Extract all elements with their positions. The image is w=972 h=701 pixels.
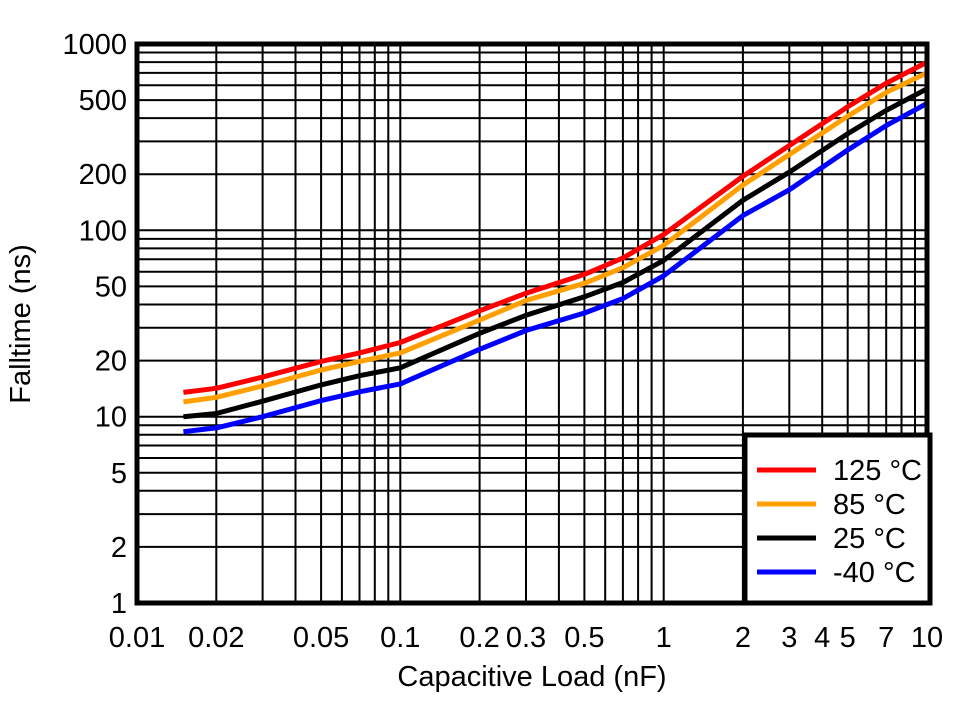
series-line-125c (183, 59, 929, 395)
y-tick-label: 5 (111, 458, 127, 490)
y-tick-label: 1000 (62, 29, 127, 61)
x-tick-label: 0.1 (380, 622, 420, 654)
legend-label: 125 °C (833, 455, 922, 487)
y-tick-label: 200 (79, 159, 127, 191)
y-tick-label: 20 (95, 346, 127, 378)
x-tick-label: 5 (840, 622, 856, 654)
x-tick-label: 0.5 (564, 622, 604, 654)
gridlines (137, 44, 927, 603)
x-tick-label: 0.3 (506, 622, 546, 654)
y-tick-label: 10 (95, 402, 127, 434)
x-tick-label: 7 (878, 622, 894, 654)
series-line--40c (183, 101, 929, 435)
x-tick-label: 0.01 (109, 622, 165, 654)
x-tick-label: 0.2 (459, 622, 499, 654)
legend-box (742, 432, 933, 606)
series-line-25c (183, 86, 929, 420)
y-axis-title: Falltime (ns) (5, 244, 37, 404)
x-tick-label: 10 (911, 622, 943, 654)
legend-label: -40 °C (833, 557, 916, 589)
x-tick-label: 4 (814, 622, 830, 654)
x-tick-label: 0.05 (293, 622, 349, 654)
y-tick-label: 100 (79, 215, 127, 247)
legend-label: 25 °C (833, 523, 906, 555)
x-tick-label: 3 (781, 622, 797, 654)
x-tick-label: 1 (656, 622, 672, 654)
x-tick-label: 0.02 (188, 622, 244, 654)
y-tick-label: 1 (111, 588, 127, 620)
x-tick-label: 2 (735, 622, 751, 654)
x-axis-title: Capacitive Load (nF) (397, 661, 666, 693)
y-tick-label: 50 (95, 271, 127, 303)
plot-border (134, 41, 930, 606)
y-tick-label: 2 (111, 532, 127, 564)
legend-label: 85 °C (833, 489, 906, 521)
series-line-85c (183, 70, 929, 405)
y-tick-label: 500 (79, 85, 127, 117)
